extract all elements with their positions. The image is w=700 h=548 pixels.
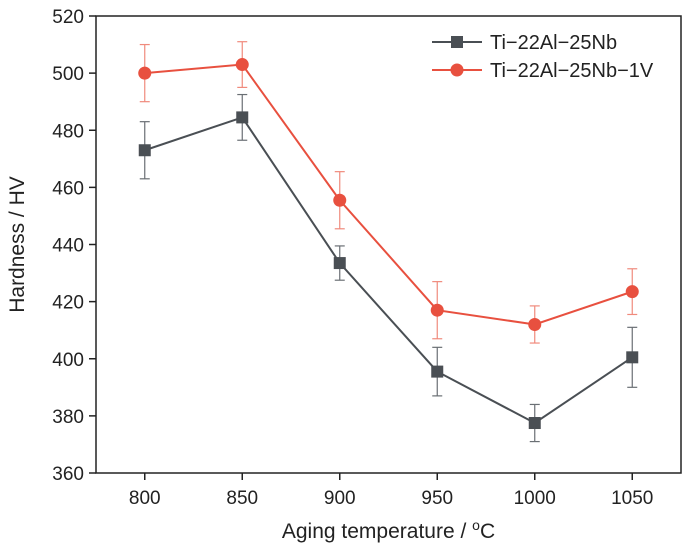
legend-square-marker	[451, 36, 463, 48]
x-tick-label: 1000	[514, 488, 556, 509]
legend-label-0: Ti−22Al−25Nb	[490, 32, 617, 54]
data-point-circle	[235, 58, 249, 72]
x-axis-label-text: Aging temperature /	[282, 520, 472, 543]
y-axis-label: Hardness / HV	[6, 176, 29, 313]
x-tick-label: 850	[226, 488, 258, 509]
data-point-circle	[138, 66, 152, 80]
y-axis-ticks: 360 380 400 420 440 460 480 500 520	[52, 7, 96, 485]
data-point-square	[431, 365, 444, 378]
series-lines	[144, 63, 633, 425]
x-axis-ticks: 800 850 900 950 1000 1050	[129, 473, 653, 509]
error-bars	[139, 41, 638, 443]
y-tick-label: 440	[52, 236, 84, 257]
data-point-square	[626, 351, 639, 364]
data-point-circle	[528, 317, 542, 331]
y-tick-label: 420	[52, 293, 84, 314]
x-tick-label: 800	[129, 488, 161, 509]
y-tick-label: 400	[52, 350, 84, 371]
data-point-circle	[333, 193, 347, 207]
plot-frame	[95, 15, 682, 474]
legend-label-1: Ti−22Al−25Nb−1V	[490, 60, 654, 82]
legend-entry-1: Ti−22Al−25Nb−1V	[432, 60, 654, 82]
data-point-circle	[625, 285, 639, 299]
y-tick-label: 360	[52, 464, 84, 485]
series-line-0	[144, 116, 633, 425]
x-tick-label: 900	[324, 488, 356, 509]
y-tick-label: 520	[52, 7, 84, 28]
x-axis-label-unit: C	[480, 520, 495, 543]
legend: Ti−22Al−25Nb Ti−22Al−25Nb−1V	[432, 32, 654, 82]
y-tick-label: 480	[52, 121, 84, 142]
y-tick-label: 460	[52, 178, 84, 199]
x-tick-label: 1050	[611, 488, 653, 509]
x-tick-label: 950	[421, 488, 453, 509]
legend-entry-0: Ti−22Al−25Nb	[432, 32, 617, 54]
y-tick-label: 500	[52, 64, 84, 85]
x-axis-label-degree: o	[472, 517, 480, 533]
y-tick-label: 380	[52, 407, 84, 428]
data-point-circle	[430, 303, 444, 317]
x-axis-label: Aging temperature / oC	[282, 517, 495, 543]
series-markers	[138, 58, 639, 430]
legend-circle-marker	[450, 63, 464, 77]
series-line-1	[144, 63, 633, 326]
data-point-square	[236, 111, 249, 124]
data-point-square	[333, 257, 346, 270]
data-point-square	[528, 417, 541, 430]
data-point-square	[138, 144, 151, 157]
